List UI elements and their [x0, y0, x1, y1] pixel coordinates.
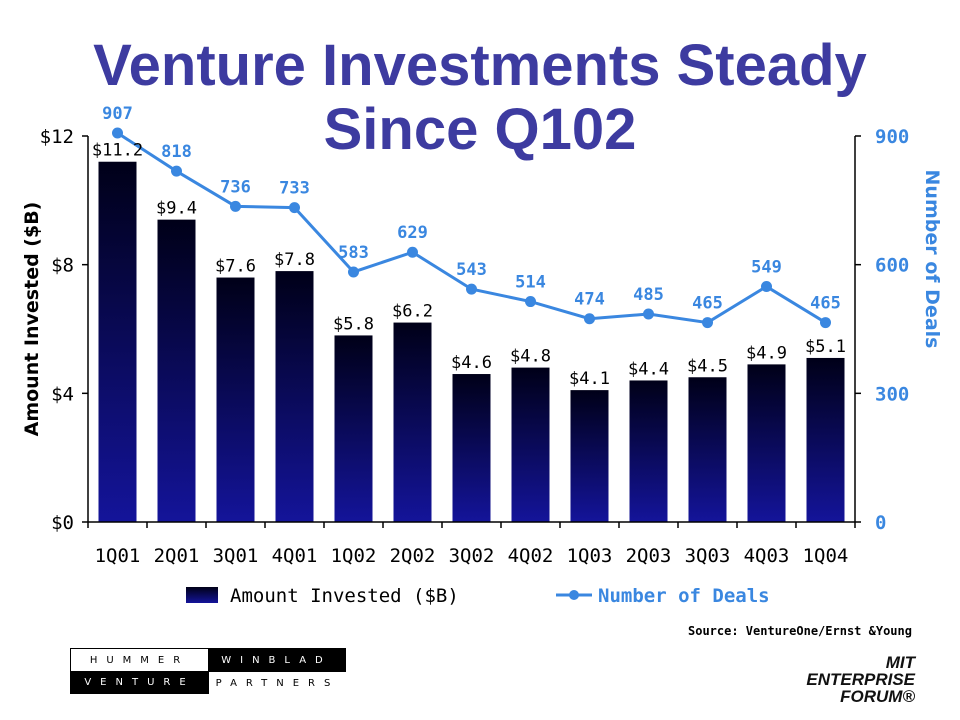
legend-swatch-deals-marker — [569, 590, 579, 600]
x-tick-label: 4Q01 — [272, 545, 318, 567]
deal-value-label: 818 — [161, 142, 192, 162]
bar-value-label: $5.8 — [333, 314, 374, 334]
deals-point-2q01 — [171, 165, 182, 177]
logo-cell-hummer: HUMMER — [71, 649, 209, 672]
bar-1q03 — [570, 390, 609, 522]
y-left-tick-label: $0 — [51, 512, 74, 534]
deals-point-4q03 — [761, 281, 772, 293]
x-tick-label: 1Q03 — [567, 545, 613, 567]
bar-1q01 — [98, 161, 137, 522]
deals-point-4q02 — [525, 296, 536, 308]
bar-value-label: $7.8 — [274, 250, 315, 270]
bar-value-label: $6.2 — [392, 302, 433, 322]
deal-value-label: 549 — [751, 258, 782, 278]
x-tick-label: 2Q02 — [390, 545, 436, 567]
x-tick-label: 4Q03 — [744, 545, 790, 567]
deals-point-1q01 — [112, 127, 123, 139]
y-right-tick-label: 0 — [875, 512, 886, 534]
combo-chart: $0 $4 $8 $12 0 300 600 900 1Q01 2Q01 3Q01 4Q01 1Q02 2… — [21, 104, 943, 607]
bar-value-label: $5.1 — [805, 337, 846, 357]
bar-3q01 — [216, 277, 255, 522]
deals-point-3q02 — [466, 283, 477, 295]
x-tick-label: 3Q03 — [685, 545, 731, 567]
bar-value-label: $4.9 — [746, 343, 787, 363]
deal-value-label: 736 — [220, 177, 251, 197]
legend-label-amount: Amount Invested ($B) — [230, 585, 459, 607]
deals-point-1q03 — [584, 313, 595, 325]
bar-1q04 — [806, 357, 845, 522]
bar-1q02 — [334, 335, 373, 522]
x-tick-label: 1Q04 — [803, 545, 849, 567]
y-right-tick-label: 600 — [875, 255, 909, 277]
deals-point-3q03 — [702, 317, 713, 329]
logo-cell-venture: VENTURE — [71, 671, 208, 693]
bar-2q02 — [393, 322, 432, 522]
x-tick-label: 4Q02 — [508, 545, 554, 567]
bar-value-label: $4.4 — [628, 359, 669, 379]
deal-value-label: 465 — [810, 294, 841, 314]
logo-cell-partners: PARTNERS — [208, 671, 346, 694]
deals-point-2q02 — [407, 246, 418, 258]
bar-3q02 — [452, 374, 491, 522]
deal-value-label: 907 — [102, 104, 133, 124]
y-left-tick-label: $12 — [40, 126, 74, 148]
y-right-tick-label: 900 — [875, 126, 909, 148]
deals-point-1q04 — [820, 317, 831, 329]
mit-logo-line-2: ENTERPRISE — [806, 670, 915, 689]
x-tick-label: 3Q02 — [449, 545, 495, 567]
deals-point-1q02 — [348, 266, 359, 278]
bar-value-label: $4.1 — [569, 369, 610, 389]
deals-point-4q01 — [289, 202, 300, 214]
deal-value-label: 733 — [279, 179, 310, 199]
legend-swatch-amount — [186, 587, 218, 603]
deal-value-label: 465 — [692, 294, 723, 314]
bar-value-label: $7.6 — [215, 257, 256, 277]
deal-value-label: 629 — [397, 223, 428, 243]
deals-point-3q01 — [230, 200, 241, 212]
bar-4q01 — [275, 271, 314, 522]
x-tick-label: 1Q02 — [331, 545, 377, 567]
y-right-tick-label: 300 — [875, 383, 909, 405]
x-tick-label: 3Q01 — [213, 545, 259, 567]
x-tick-label: 2Q03 — [626, 545, 672, 567]
y-left-tick-label: $4 — [51, 383, 74, 405]
bar-4q02 — [511, 367, 550, 522]
legend-label-deals: Number of Deals — [598, 585, 770, 607]
bar-value-label: $11.2 — [92, 141, 143, 161]
bar-value-label: $4.6 — [451, 353, 492, 373]
deals-point-2q03 — [643, 308, 654, 320]
deal-value-label: 543 — [456, 260, 487, 280]
x-tick-label: 1Q01 — [95, 545, 141, 567]
deal-value-label: 514 — [515, 273, 546, 293]
bar-2q03 — [629, 380, 668, 522]
bar-4q03 — [747, 364, 786, 522]
bar-value-label: $9.4 — [156, 199, 197, 219]
hummer-winblad-logo: HUMMER WINBLAD VENTURE PARTNERS — [70, 648, 346, 694]
bar-2q01 — [157, 219, 196, 522]
mit-logo-line-1: MIT — [885, 653, 915, 672]
deal-value-label: 474 — [574, 290, 605, 310]
bar-3q03 — [688, 377, 727, 522]
deal-value-label: 583 — [338, 243, 369, 263]
deal-value-label: 485 — [633, 285, 664, 305]
y-left-tick-label: $8 — [51, 255, 74, 277]
y-left-axis-title: Amount Invested ($B) — [21, 202, 43, 437]
logo-cell-winblad: WINBLAD — [208, 649, 345, 671]
x-tick-label: 2Q01 — [154, 545, 200, 567]
bar-value-label: $4.5 — [687, 356, 728, 376]
source-note: Source: VentureOne/Ernst &Young — [688, 624, 912, 638]
y-right-axis-title: Number of Deals — [921, 170, 943, 349]
bar-value-label: $4.8 — [510, 347, 551, 367]
mit-logo-line-3: FORUM® — [840, 687, 915, 706]
mit-enterprise-forum-logo: MIT ENTERPRISE FORUM® — [805, 654, 915, 705]
